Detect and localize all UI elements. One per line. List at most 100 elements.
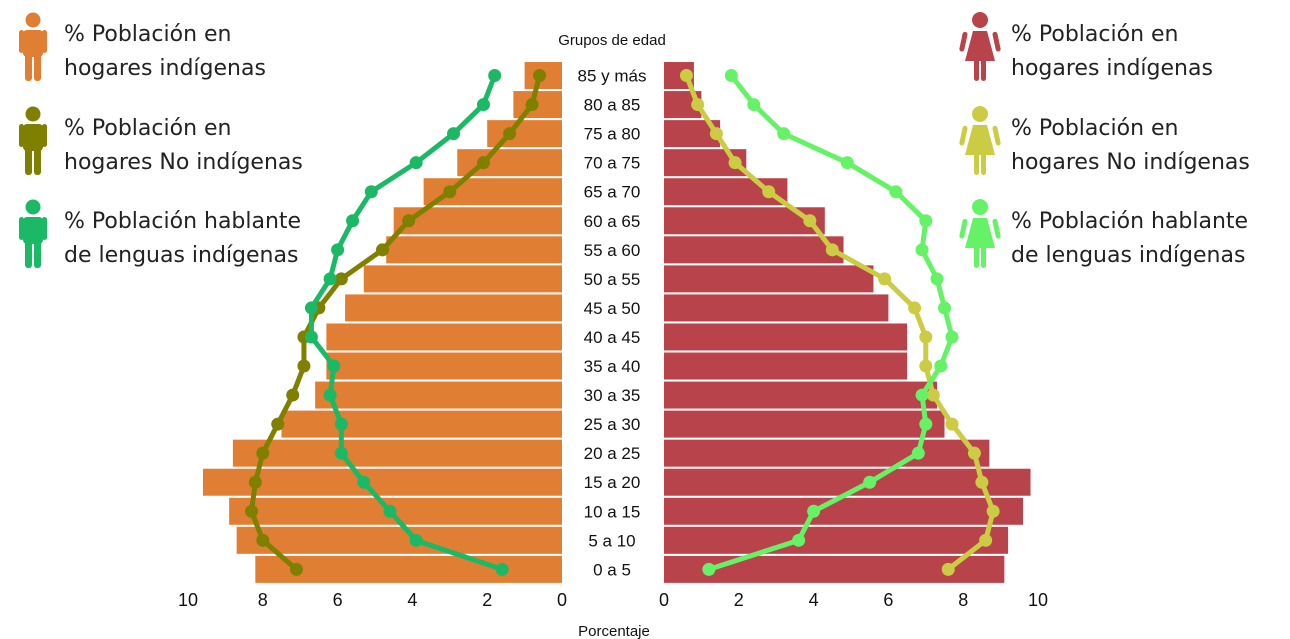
series-point-right bbox=[807, 504, 821, 518]
series-point-left bbox=[248, 475, 262, 489]
bar-right bbox=[664, 381, 938, 409]
category-label: 75 a 80 bbox=[584, 125, 641, 144]
category-label: 50 a 55 bbox=[584, 270, 641, 289]
male-person-icon bbox=[19, 106, 47, 175]
series-point-right bbox=[777, 127, 791, 141]
series-point-right bbox=[915, 388, 929, 402]
category-label: 70 a 75 bbox=[584, 154, 641, 173]
category-label: 55 a 60 bbox=[584, 241, 641, 260]
series-point-right bbox=[975, 475, 989, 489]
series-point-right bbox=[840, 156, 854, 170]
series-point-right bbox=[930, 272, 944, 286]
category-label: 10 a 15 bbox=[584, 502, 641, 521]
x-axis-label: Porcentaje bbox=[578, 623, 650, 639]
series-point-right bbox=[724, 69, 738, 83]
series-point-right bbox=[747, 98, 761, 112]
x-tick-label: 8 bbox=[258, 590, 268, 610]
series-point-left bbox=[323, 272, 337, 286]
legend-item: % Población hablante de lenguas indígenas bbox=[959, 199, 1248, 268]
female-person-icon bbox=[959, 199, 1001, 268]
legend-label-line1: % Población hablante bbox=[1011, 209, 1248, 234]
series-point-right bbox=[979, 533, 993, 547]
category-label: 35 a 40 bbox=[584, 357, 641, 376]
bar-left bbox=[232, 439, 562, 467]
bar-left bbox=[363, 265, 562, 293]
line-series-layer bbox=[245, 69, 1000, 576]
series-point-right bbox=[878, 272, 892, 286]
series-point-right bbox=[709, 127, 723, 141]
bar-left bbox=[345, 294, 562, 322]
series-point-right bbox=[938, 301, 951, 315]
series-point-right bbox=[919, 417, 933, 431]
series-point-left bbox=[297, 359, 311, 373]
series-point-left bbox=[495, 562, 509, 576]
legend-label-line1: % Población hablante bbox=[64, 209, 301, 234]
series-point-left bbox=[271, 417, 285, 431]
x-tick-label: 0 bbox=[659, 590, 669, 610]
bar-right bbox=[664, 323, 908, 351]
bar-left bbox=[326, 323, 562, 351]
series-point-left bbox=[488, 69, 502, 83]
series-point-right bbox=[825, 243, 839, 257]
x-tick-label: 6 bbox=[883, 590, 893, 610]
series-point-left bbox=[503, 127, 517, 141]
category-label: 15 a 20 bbox=[584, 473, 641, 492]
series-point-right bbox=[926, 388, 940, 402]
bar-left bbox=[236, 526, 562, 554]
bar-left bbox=[315, 381, 562, 409]
series-point-left bbox=[476, 156, 490, 170]
series-point-right bbox=[934, 359, 948, 373]
series-point-right bbox=[908, 301, 922, 315]
category-label: 25 a 30 bbox=[584, 415, 641, 434]
series-point-left bbox=[289, 562, 303, 576]
category-labels: Grupos de edad 85 y más 80 a 85 75 a 80 70 … bbox=[558, 32, 666, 579]
legend-label-line2: de lenguas indígenas bbox=[64, 243, 298, 268]
male-person-icon bbox=[19, 12, 47, 81]
legend-label-line1: % Población en bbox=[64, 116, 231, 141]
x-tick-label: 6 bbox=[333, 590, 343, 610]
bar-right bbox=[664, 497, 1024, 525]
male-person-icon bbox=[19, 199, 47, 268]
series-line-right bbox=[706, 73, 955, 572]
series-point-right bbox=[919, 359, 933, 373]
series-point-left bbox=[304, 301, 318, 315]
series-point-right bbox=[762, 185, 776, 199]
female-person-icon bbox=[959, 12, 1001, 81]
x-tick-label: 2 bbox=[734, 590, 744, 610]
bar-right bbox=[664, 439, 990, 467]
category-label: 30 a 35 bbox=[584, 386, 641, 405]
x-axis-ticks: 10 8 6 4 2 0 0 2 4 6 8 10 bbox=[178, 590, 1048, 610]
series-point-left bbox=[375, 243, 389, 257]
series-point-right bbox=[941, 562, 955, 576]
category-label: 65 a 70 bbox=[584, 183, 641, 202]
x-tick-label: 4 bbox=[809, 590, 819, 610]
category-label: 5 a 10 bbox=[588, 531, 635, 550]
legend-label-line1: % Población en bbox=[1011, 116, 1178, 141]
series-point-left bbox=[357, 475, 371, 489]
bar-right bbox=[664, 352, 908, 380]
x-tick-label: 10 bbox=[178, 590, 198, 610]
bar-right bbox=[664, 294, 889, 322]
category-label: 80 a 85 bbox=[584, 96, 641, 115]
series-point-right bbox=[728, 156, 742, 170]
series-point-right bbox=[863, 475, 877, 489]
legend-item: % Población en hogares No indígenas bbox=[959, 106, 1250, 175]
series-point-right bbox=[919, 214, 933, 228]
series-point-left bbox=[383, 504, 397, 518]
legend-item: % Población en hogares indígenas bbox=[959, 12, 1213, 81]
legend-label-line1: % Población en bbox=[1011, 22, 1178, 47]
series-point-left bbox=[443, 185, 457, 199]
series-point-right bbox=[919, 330, 933, 344]
legend-item: % Población hablante de lenguas indígenas bbox=[19, 199, 301, 268]
series-point-left bbox=[364, 185, 378, 199]
legend-label-line2: hogares No indígenas bbox=[64, 150, 303, 175]
category-label: 60 a 65 bbox=[584, 212, 641, 231]
x-tick-label: 0 bbox=[557, 590, 567, 610]
category-header: Grupos de edad bbox=[558, 32, 666, 49]
series-point-left bbox=[323, 388, 337, 402]
category-label: 0 a 5 bbox=[593, 560, 631, 579]
bar-left bbox=[386, 236, 562, 264]
series-point-left bbox=[409, 533, 423, 547]
